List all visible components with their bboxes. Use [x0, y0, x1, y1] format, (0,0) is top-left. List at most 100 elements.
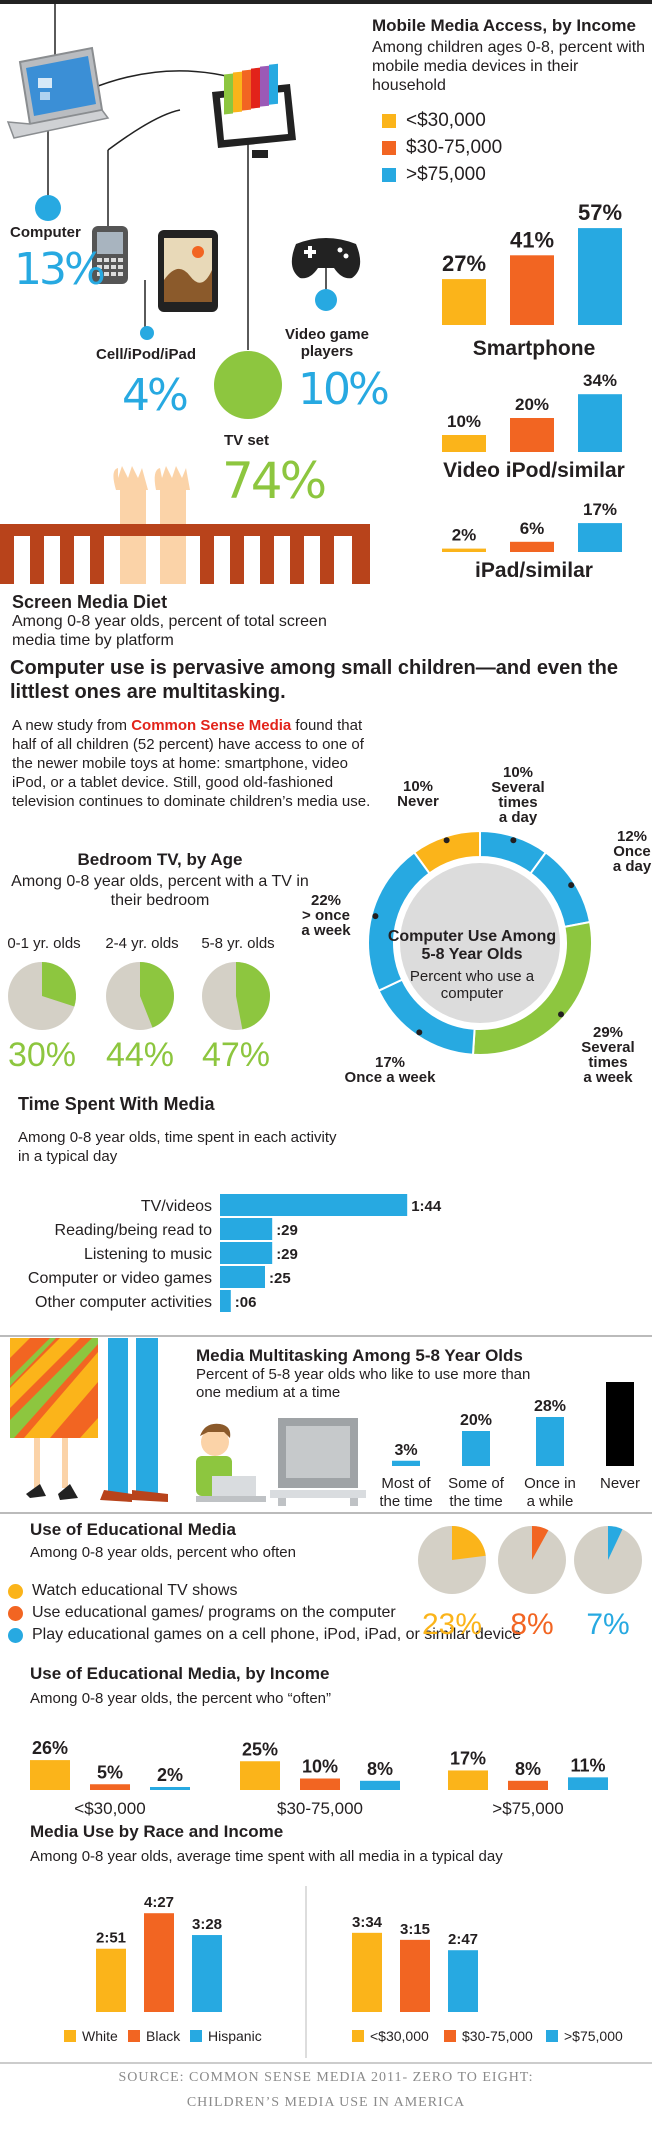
computer-use-label: a day [613, 858, 652, 875]
race-income-subtitle: Among 0-8 year olds, average time spent … [30, 1848, 503, 1865]
legend-swatch [382, 168, 396, 182]
time-spent-title: Time Spent With Media [18, 1094, 215, 1114]
income-legend-label: $30-75,000 [462, 2028, 533, 2044]
multitasking-bar [606, 1382, 634, 1466]
edu-income-bar [150, 1787, 190, 1790]
edu-income-value: 5% [97, 1762, 123, 1782]
mobile-illustration [0, 0, 370, 584]
income-bar [352, 1932, 382, 2012]
edu-income-title: Use of Educational Media, by Income [30, 1664, 330, 1683]
edu-media-title: Use of Educational Media [30, 1520, 236, 1539]
bedroom-tv-pie-slice [140, 962, 175, 1028]
multitasking-category: Some of [448, 1475, 505, 1492]
brand-link[interactable]: Common Sense Media [131, 717, 292, 734]
race-bar [192, 1935, 222, 2012]
bedroom-tv-percent: 47% [202, 1036, 270, 1074]
tablet-icon [158, 230, 218, 312]
edu-legend-mobile: Play educational games on a cell phone, … [8, 1626, 521, 1644]
computer-use-marker [568, 882, 575, 889]
computer-use-label: Several [581, 1039, 634, 1056]
legend-over-75k: >$75,000 [382, 164, 486, 186]
legend-dot [8, 1583, 23, 1599]
edu-media-percent: 7% [586, 1608, 629, 1641]
computer-use-label: Once a week [345, 1069, 437, 1086]
computer-use-label: Once [613, 843, 651, 860]
multitasking-value: 3% [394, 1442, 417, 1459]
headline: Computer use is pervasive among small ch… [10, 657, 618, 703]
edu-media-pies: 23% 8% 7% [418, 1526, 642, 1641]
race-legend-swatch [64, 2030, 76, 2042]
time-spent-value: :29 [276, 1246, 298, 1263]
edu-income-bar [360, 1780, 400, 1790]
time-spent-bar [220, 1290, 231, 1312]
legend-under-30k: <$30,000 [382, 110, 486, 132]
computer-use-percent: 10% [403, 778, 433, 795]
computer-use-label: Never [397, 793, 439, 810]
race-legend-label: White [82, 2028, 118, 2044]
computer-use-marker [372, 913, 379, 920]
section-divider [0, 1335, 652, 1337]
mobile-access-bar [578, 394, 622, 452]
race-value: 4:27 [144, 1894, 174, 1911]
mobile-access-value: 34% [583, 371, 617, 390]
edu-income-category: $30-75,000 [277, 1799, 363, 1818]
computer-use-marker [416, 1029, 423, 1036]
time-spent-chart: TV/videos 1:44 Reading/being read to:29 Lis… [28, 1194, 442, 1312]
income-legend-swatch [352, 2030, 364, 2042]
intro-before: A new study from [12, 717, 132, 734]
tv-set-dot [214, 351, 282, 419]
screen-diet-title: Screen Media Diet [12, 592, 168, 612]
edu-media-pie-slice [452, 1526, 486, 1560]
tv-set-label: TV set [224, 432, 270, 449]
bedroom-tv-subtitle: Among 0-8 year olds, percent with a TV i… [11, 873, 309, 909]
source-line-1: SOURCE: COMMON SENSE MEDIA 2011- ZERO TO… [118, 2070, 534, 2085]
multitasking-subtitle: Percent of 5-8 year olds who like to use… [196, 1366, 531, 1401]
tv-set-percent: 74% [222, 452, 327, 510]
income-value: 3:15 [400, 1921, 430, 1938]
edu-income-category: <$30,000 [74, 1799, 145, 1818]
edu-income-chart: 26% 5% 2% <$30,000 25% 10% 8% $30-75,000 17% 8% 11… [30, 1738, 608, 1818]
computer-use-percent: 17% [375, 1054, 405, 1071]
computer-use-label: a day [499, 809, 538, 826]
time-spent-value: :25 [269, 1270, 291, 1287]
edu-legend-computer: Use educational games/ programs on the c… [8, 1604, 396, 1622]
time-spent-bar [220, 1242, 273, 1264]
mobile-access-value: 17% [583, 500, 617, 519]
bedroom-tv-chart: 0-1 yr. olds 30% 2-4 yr. olds 44% 5-8 yr. ol… [7, 935, 274, 1074]
intro-after: found that half of all children (52 perc… [12, 717, 371, 810]
multitasking-value: 20% [460, 1412, 492, 1429]
edu-income-subtitle: Among 0-8 year olds, the percent who “of… [30, 1690, 331, 1707]
bedroom-tv-percent: 30% [8, 1036, 76, 1074]
legend-30-75k: $30-75,000 [382, 137, 502, 159]
bedroom-tv-age-label: 0-1 yr. olds [7, 935, 80, 952]
crib-icon [0, 524, 370, 584]
race-value: 2:51 [96, 1930, 126, 1947]
bedroom-tv-title: Bedroom TV, by Age [77, 850, 243, 869]
edu-income-category: >$75,000 [492, 1799, 563, 1818]
source-line-2: CHILDREN’S MEDIA USE IN AMERICA [186, 2095, 466, 2110]
edu-income-value: 2% [157, 1765, 183, 1785]
computer-use-label: Several [491, 779, 544, 796]
time-spent-bar [220, 1266, 265, 1288]
race-legend-swatch [128, 2030, 140, 2042]
bedroom-tv-age-label: 5-8 yr. olds [201, 935, 274, 952]
income-legend-label: <$30,000 [370, 2028, 429, 2044]
race-value: 3:28 [192, 1916, 222, 1933]
race-legend-label: Hispanic [208, 2028, 262, 2044]
computer-use-marker [443, 837, 450, 844]
section-divider [0, 1512, 652, 1514]
mobile-access-bar [510, 255, 554, 325]
edu-income-bar [90, 1784, 130, 1790]
time-spent-bar [220, 1218, 273, 1240]
dress-legs-icon [10, 1338, 168, 1502]
mobile-arc [107, 109, 181, 151]
edu-media-pie-slice [532, 1526, 549, 1560]
computer-use-center [400, 863, 560, 1023]
smartphone-icon [92, 226, 128, 284]
computer-use-percent: 10% [503, 764, 533, 781]
computer-use-percent: 12% [617, 828, 647, 845]
time-spent-category: Other computer activities [35, 1294, 212, 1311]
computer-use-percent: 29% [593, 1024, 623, 1041]
